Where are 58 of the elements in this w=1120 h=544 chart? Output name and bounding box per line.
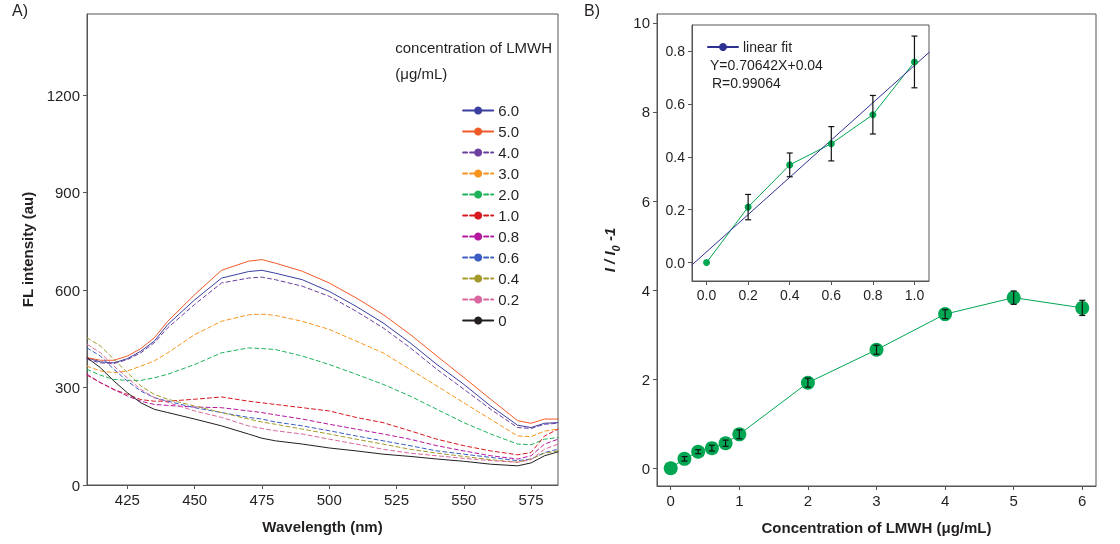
annotation: Y=0.70642X+0.04 (710, 57, 824, 73)
y-tick-label: 900 (54, 184, 80, 202)
point (663, 461, 678, 476)
legend-label: 0.4 (498, 270, 520, 287)
x-tick-label: 500 (316, 491, 342, 508)
x-tick-label: 450 (182, 491, 208, 508)
annotation: R=0.99064 (712, 75, 782, 91)
legend-label: 3.0 (498, 165, 520, 182)
legend-label: 4.0 (498, 144, 520, 161)
line-series (86, 313, 559, 438)
x-tick-label: 3 (872, 492, 881, 509)
y-tick-label: 0.2 (665, 201, 686, 218)
y-tick-label: 1200 (46, 86, 80, 104)
y-axis-title: I / I0 -1 (601, 227, 622, 273)
x-tick-label: 1 (735, 492, 744, 509)
legend-label: 1.0 (498, 207, 520, 224)
x-tick-label: 525 (384, 491, 410, 508)
y-tick-label: 0 (641, 459, 650, 477)
y-tick-label: 0.4 (665, 148, 686, 165)
x-tick-label: 550 (451, 491, 477, 508)
x-tick-label: 425 (114, 491, 140, 508)
y-tick-label: 300 (54, 379, 80, 397)
y-tick-label: 8 (641, 103, 650, 121)
y-tick-label: 0.8 (665, 43, 686, 60)
x-tick-label: 0.0 (696, 287, 717, 303)
legend-label: 0.8 (498, 228, 520, 245)
y-tick-label: 10 (633, 14, 650, 32)
legend-label: 0.6 (498, 249, 520, 266)
x-tick-label: 2 (803, 492, 813, 509)
y-tick-label: 0.6 (665, 96, 686, 113)
legend-label: 5.0 (498, 123, 520, 140)
x-tick-label: 1.0 (904, 287, 925, 303)
x-tick-label: 5 (1009, 492, 1018, 509)
y-tick-label: 600 (54, 281, 80, 299)
point (703, 259, 711, 267)
y-tick-label: 6 (641, 192, 650, 210)
text: B) (584, 1, 600, 19)
y-axis-title: FL intensity (au) (19, 191, 36, 308)
x-axis-title: Concentration of LMWH (μg/mL) (761, 519, 992, 536)
x-tick-label: 575 (518, 491, 544, 508)
point (1075, 300, 1090, 315)
x-axis-title: Wavelength (nm) (262, 518, 383, 535)
legend-label: linear fit (743, 39, 793, 55)
x-tick-label: 0.2 (738, 287, 759, 303)
x-tick-label: 4 (940, 492, 950, 509)
x-tick-label: 0.8 (863, 287, 883, 303)
y-tick-label: 0 (71, 476, 80, 494)
text: A) (12, 1, 28, 19)
y-tick-label: 0.0 (665, 254, 686, 271)
x-tick-label: 475 (249, 491, 275, 508)
x-tick-label: 6 (1078, 492, 1087, 509)
legend-title: concentration of LMWH (μg/mL) (395, 38, 552, 82)
y-tick-label: 2 (641, 370, 650, 388)
legend-label: 0 (498, 312, 507, 329)
x-tick-label: 0.4 (779, 287, 800, 303)
legend-label: 2.0 (498, 186, 520, 203)
legend-label: 6.0 (498, 102, 520, 119)
x-tick-label: 0.6 (821, 287, 842, 303)
